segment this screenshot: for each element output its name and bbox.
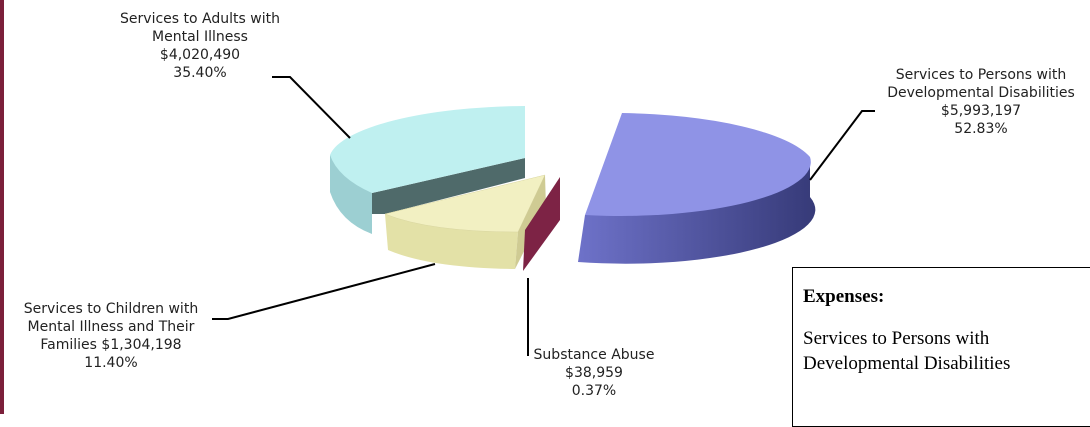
slice-substance-abuse [523, 177, 560, 271]
callout-title: Expenses: [803, 286, 885, 307]
label-developmental-line2: Developmental Disabilities [887, 85, 1075, 101]
label-developmental-percent: 52.83% [954, 121, 1008, 137]
slice-children-mental-illness-top [384, 174, 546, 233]
slice-children-mental-illness [384, 174, 546, 269]
left-border [0, 0, 4, 414]
label-children-line1: Services to Children with [23, 301, 199, 317]
label-substance-amount: $38,959 [565, 365, 623, 381]
label-children-percent: 11.40% [84, 355, 138, 371]
callout-line2: Developmental Disabilities [803, 353, 1011, 374]
label-children-mental-illness: Services to Children with Mental Illness… [6, 300, 216, 372]
label-adults-line1: Services to Adults with [120, 11, 280, 27]
slice-substance-abuse-face [523, 177, 560, 271]
label-developmental-line1: Services to Persons with [895, 67, 1067, 83]
pie-chart [212, 76, 875, 356]
label-adults-amount: $4,020,490 [159, 47, 241, 63]
label-children-line2: Mental Illness and Their [27, 319, 195, 335]
label-substance-percent: 0.37% [571, 383, 617, 399]
label-developmental-disabilities: Services to Persons with Developmental D… [868, 66, 1090, 138]
leader-line-developmental [809, 110, 875, 181]
callout-line1: Services to Persons with [803, 328, 990, 349]
label-children-amount: Families $1,304,198 [40, 337, 182, 353]
callout-body: Services to Persons with Developmental D… [803, 326, 1010, 376]
leader-line-adults [272, 76, 351, 139]
slice-adults-mental-illness-side [330, 155, 372, 234]
expenses-callout: Expenses: Services to Persons with Devel… [792, 267, 1090, 427]
label-adults-mental-illness: Services to Adults with Mental Illness $… [120, 10, 280, 82]
slice-developmental-disabilities [578, 113, 816, 264]
slice-developmental-disabilities-top [585, 113, 811, 216]
slice-adults-mental-illness-top [330, 106, 525, 193]
slice-adults-mental-illness-cut [372, 158, 525, 214]
slice-adults-mental-illness [330, 106, 525, 234]
label-developmental-amount: $5,993,197 [940, 103, 1022, 119]
leader-line-children [212, 263, 436, 320]
label-adults-percent: 35.40% [173, 65, 227, 81]
label-substance-abuse: Substance Abuse $38,959 0.37% [524, 346, 664, 400]
label-substance-line1: Substance Abuse [533, 347, 655, 363]
label-adults-line2: Mental Illness [152, 29, 248, 45]
